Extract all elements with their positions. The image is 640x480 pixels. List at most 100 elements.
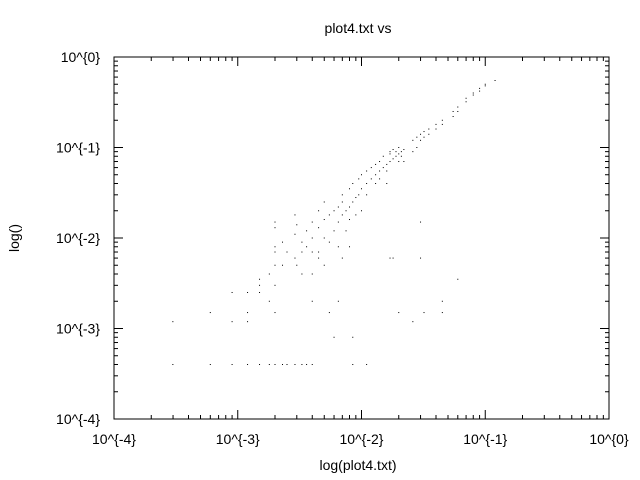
data-point [268,364,270,366]
data-point [389,257,391,259]
data-point [247,364,249,366]
x-tick-label: 10^{-4} [92,431,136,447]
data-point [349,188,351,190]
x-tick-label: 10^{-3} [216,431,260,447]
data-point [311,251,313,253]
data-point [296,264,298,266]
data-point [398,147,400,148]
data-point [382,155,384,157]
y-tick-label: 10^{0} [61,49,101,65]
data-point [441,312,443,314]
data-point [349,246,351,248]
data-point [441,123,443,125]
data-point [412,151,414,153]
data-point [282,264,284,266]
data-point [375,163,377,165]
data-point [375,174,377,176]
data-point [311,300,313,302]
data-point [370,178,372,180]
data-point [259,291,261,293]
y-tick-label: 10^{-1} [56,140,100,156]
data-point [366,170,368,172]
axis-ticks [113,56,610,420]
data-point [301,364,303,366]
data-points [172,80,496,366]
data-point [358,194,360,196]
data-point [392,158,394,160]
data-point [274,364,276,366]
data-point [209,312,211,314]
data-point [318,251,320,253]
data-point [479,87,481,89]
data-point [484,83,486,85]
data-point [403,149,405,151]
data-point [259,278,261,280]
data-point [386,163,388,165]
data-point [311,221,313,223]
data-point [341,214,343,216]
data-point [341,194,343,196]
data-point [337,221,339,223]
data-point [398,312,400,314]
data-point [452,116,454,118]
data-point [274,284,276,286]
data-point [441,119,443,121]
data-point [423,136,425,138]
data-point [352,183,354,185]
data-point [274,221,276,223]
data-point [355,214,357,216]
plot-frame [113,56,610,420]
data-point [370,167,372,169]
data-point [398,153,400,155]
data-point [484,85,486,87]
data-point [274,312,276,314]
data-point [355,197,357,199]
data-point [375,183,377,185]
y-axis-label: log() [6,224,22,252]
data-point [337,246,339,248]
data-point [366,194,368,196]
data-point [274,246,276,248]
data-point [386,183,388,185]
data-point [337,206,339,208]
data-point [349,206,351,208]
data-point [318,257,320,259]
data-point [395,155,397,157]
data-point [400,151,402,153]
data-point [323,237,325,239]
data-point [341,257,343,259]
data-point [247,291,249,293]
data-point [428,128,430,130]
data-point [301,251,303,253]
data-point [420,257,422,259]
data-point [247,312,249,314]
data-point [231,291,233,293]
data-point [389,161,391,163]
data-point [172,321,174,323]
data-point [352,336,354,338]
data-point [361,188,362,190]
data-point [318,210,320,212]
data-point [274,227,276,229]
y-tick-label: 10^{-4} [56,411,100,427]
data-point [311,364,313,366]
data-point [379,178,381,180]
data-point [294,257,296,259]
data-point [416,147,418,148]
y-tick-label: 10^{-3} [56,321,100,337]
x-tick-label: 10^{-2} [340,431,384,447]
data-point [296,224,298,226]
data-point [479,90,481,92]
data-point [306,246,308,248]
data-point [420,139,422,141]
y-tick-label: 10^{-2} [56,230,100,246]
data-point [306,230,308,232]
data-point [352,201,354,203]
data-point [392,149,394,151]
data-point [361,210,362,212]
data-point [382,167,384,169]
data-point [412,139,414,141]
data-point [392,257,394,259]
data-point [361,174,362,176]
